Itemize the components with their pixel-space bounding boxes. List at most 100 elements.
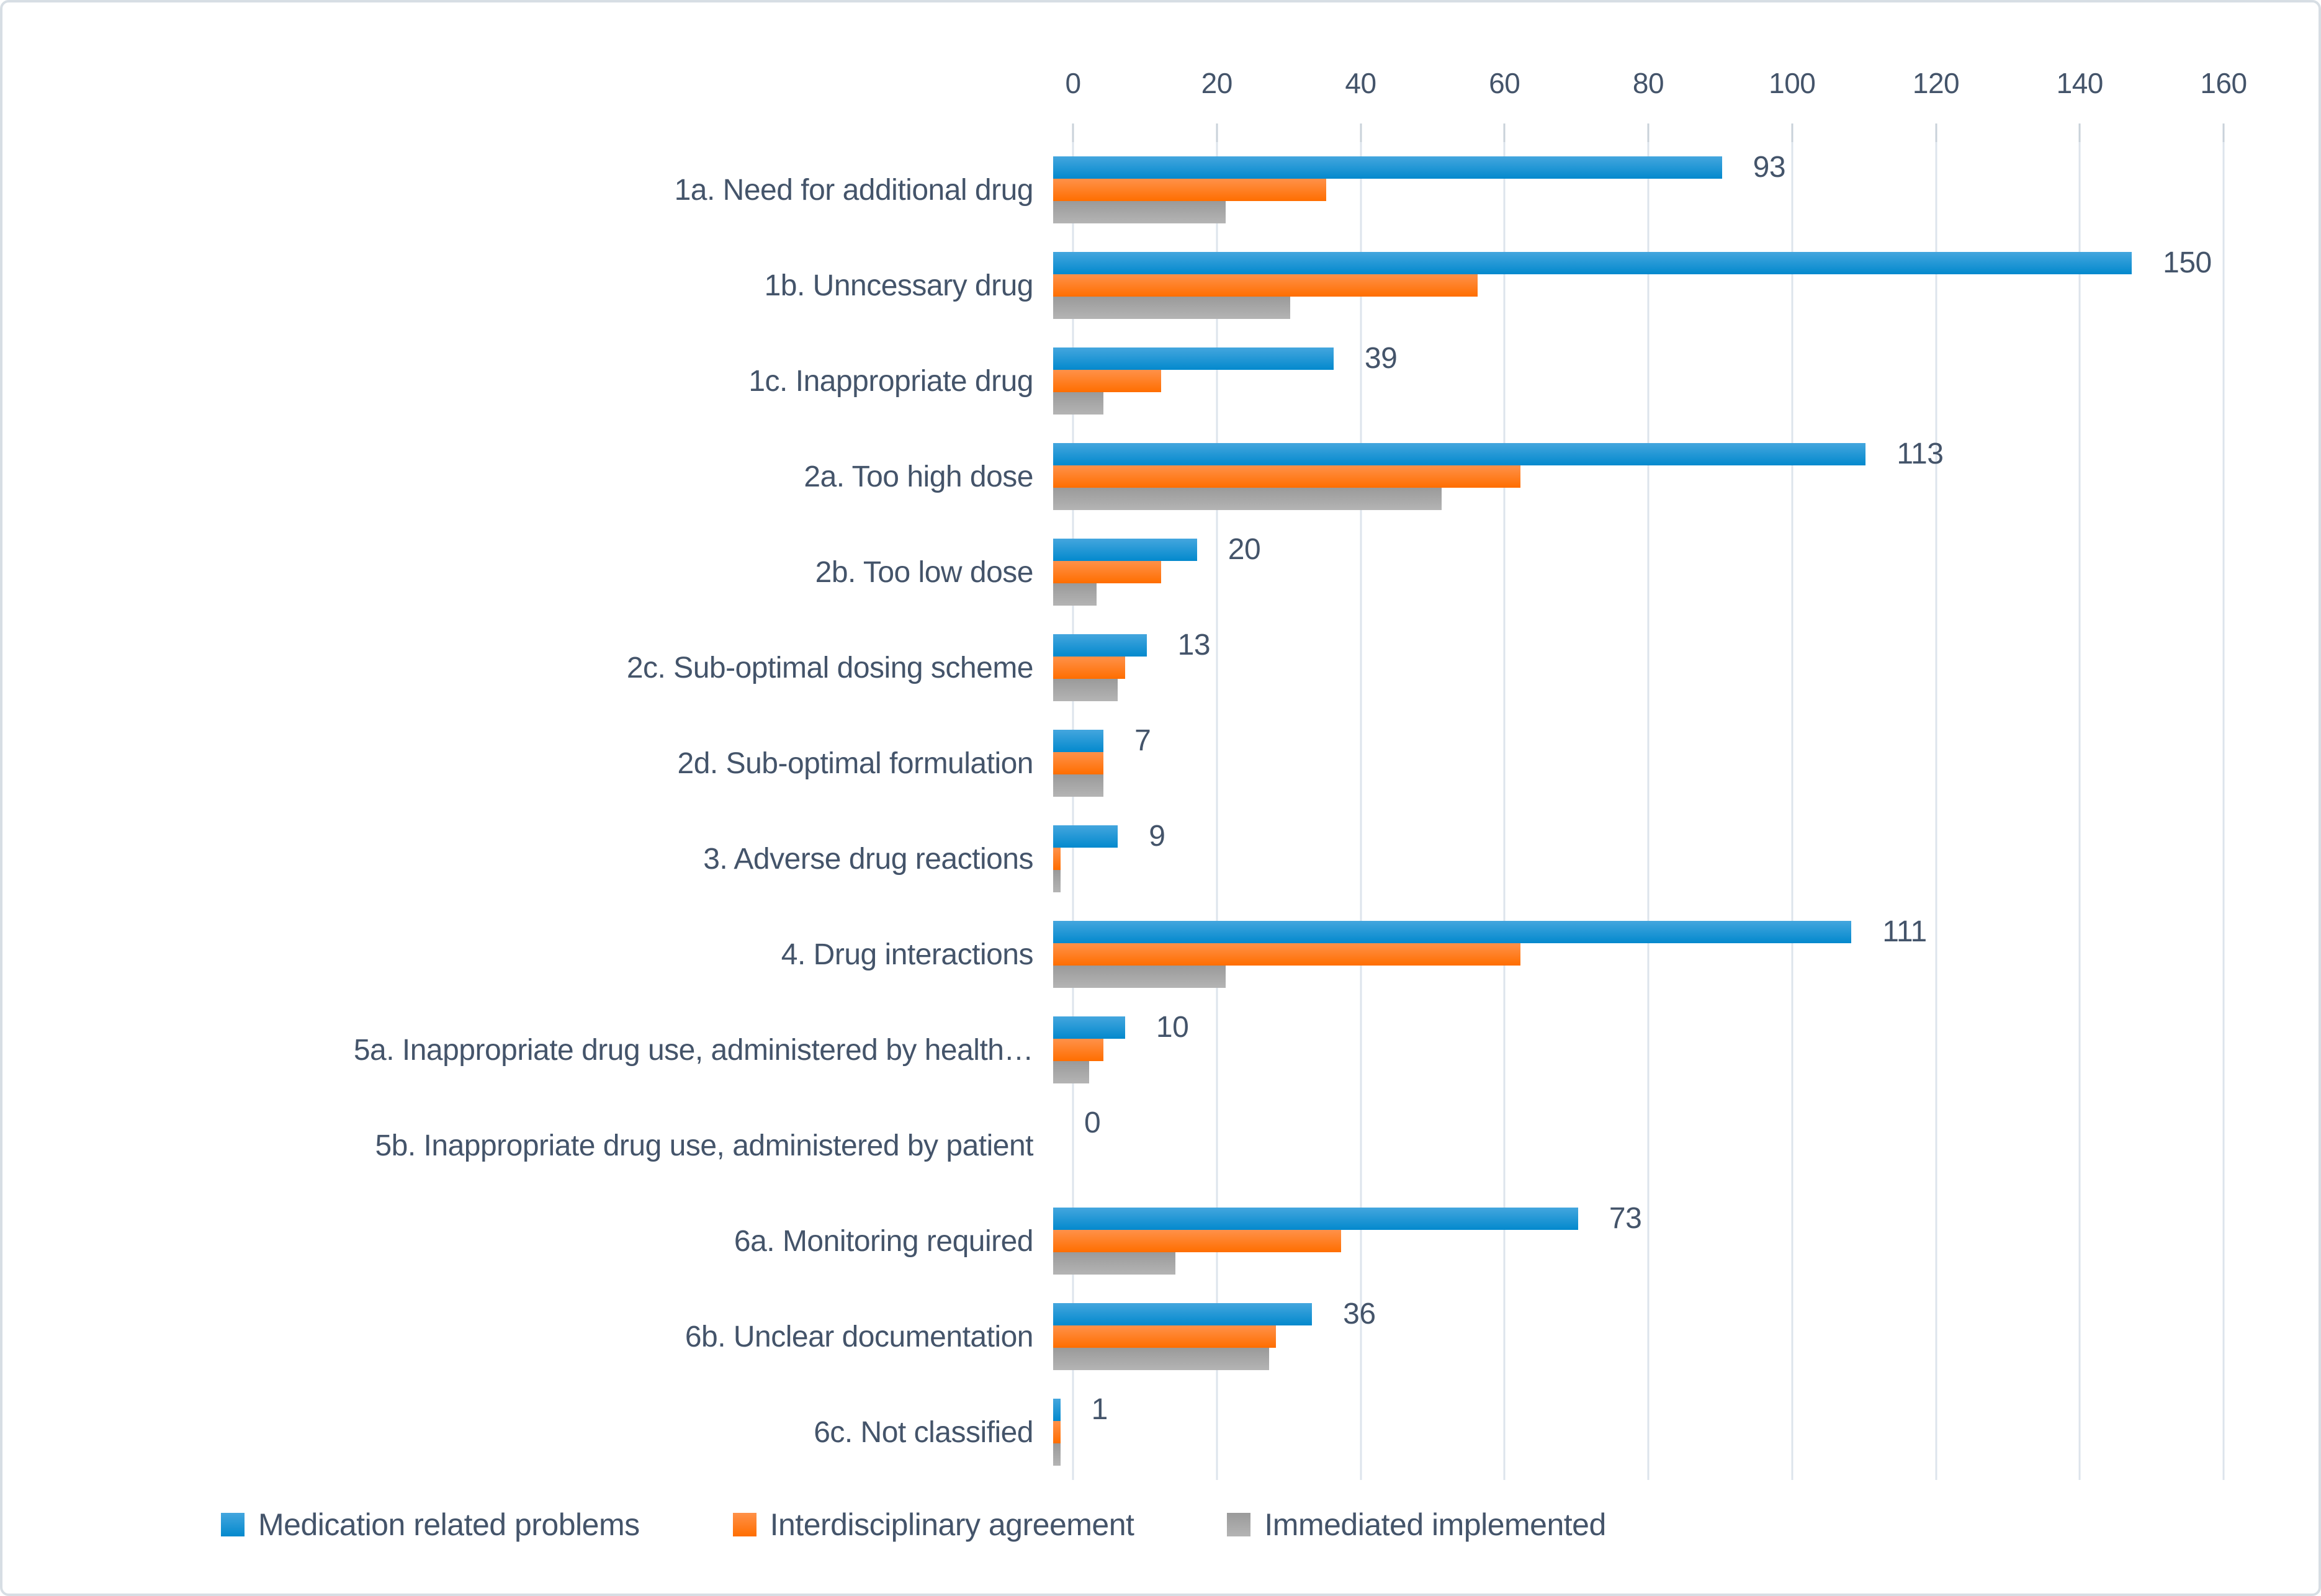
bar-medication-related-problems <box>1053 252 2132 274</box>
bar-group: 150 <box>1053 238 2212 333</box>
bar-medication-related-problems <box>1053 1303 1313 1325</box>
x-axis-tick-label: 60 <box>1489 67 1520 99</box>
category-row: 6c. Not classified 1 <box>2 1384 2319 1480</box>
category-label-6a-monitoring-required: 6a. Monitoring required <box>734 1224 1034 1258</box>
bar-immediated-implemented <box>1053 1061 1089 1083</box>
bar-medication-related-problems <box>1053 1208 1578 1230</box>
x-axis-tick-label: 160 <box>2200 67 2247 99</box>
bar-group: 113 <box>1053 429 2204 524</box>
bar-group: 73 <box>1053 1193 2204 1289</box>
x-axis-tick-label: 120 <box>1912 67 1960 99</box>
x-axis-tick-mark <box>1791 123 1794 142</box>
bar-immediated-implemented <box>1053 488 1442 510</box>
category-label-5a-inappropriate-drug-use-admi: 5a. Inappropriate drug use, administered… <box>353 1033 1034 1067</box>
gridlines-layer <box>1072 142 2225 1480</box>
bar-medication-related-problems <box>1053 1016 1125 1039</box>
category-label-1a-need-for-additional-drug: 1a. Need for additional drug <box>674 173 1034 207</box>
bar-group: 20 <box>1053 524 2204 620</box>
category-row: 4. Drug interactions 111 <box>2 907 2319 1002</box>
x-axis-tick-label: 80 <box>1632 67 1664 99</box>
x-axis-tick-label: 100 <box>1769 67 1816 99</box>
legend-swatch-immediated-implemented <box>1227 1513 1251 1536</box>
category-label-1b-unncessary-drug: 1b. Unncessary drug <box>764 269 1034 302</box>
legend-item-interdisciplinary-agreement: Interdisciplinary agreement <box>732 1507 1134 1543</box>
legend-item-medication-related-problems: Medication related problems <box>221 1507 640 1543</box>
gridline <box>2078 142 2081 1480</box>
bar-immediated-implemented <box>1053 392 1104 415</box>
category-label-1c-inappropriate-drug: 1c. Inappropriate drug <box>748 364 1033 398</box>
data-label: 73 <box>1609 1201 1642 1235</box>
bar-medication-related-problems <box>1053 1399 1061 1421</box>
bar-immediated-implemented <box>1053 870 1061 892</box>
category-row: 5a. Inappropriate drug use, administered… <box>2 1002 2319 1098</box>
bar-group: 36 <box>1053 1289 2204 1384</box>
gridline <box>1647 142 1650 1480</box>
gridline <box>1216 142 1218 1480</box>
category-label-2b-too-low-dose: 2b. Too low dose <box>815 555 1034 589</box>
bar-interdisciplinary-agreement <box>1053 943 1521 966</box>
category-row: 1b. Unncessary drug 150 <box>2 238 2319 333</box>
gridline <box>1503 142 1506 1480</box>
bar-interdisciplinary-agreement <box>1053 274 1478 297</box>
bar-medication-related-problems <box>1053 443 1866 465</box>
category-row: 1a. Need for additional drug 93 <box>2 142 2319 238</box>
bar-interdisciplinary-agreement <box>1053 1230 1341 1252</box>
category-label-3-adverse-drug-reactions: 3. Adverse drug reactions <box>703 842 1033 876</box>
category-row: 6a. Monitoring required 73 <box>2 1193 2319 1289</box>
category-row: 2c. Sub-optimal dosing scheme 13 <box>2 620 2319 715</box>
bar-medication-related-problems <box>1053 539 1197 561</box>
bar-immediated-implemented <box>1053 1443 1061 1466</box>
data-label: 7 <box>1134 724 1151 757</box>
bar-group: 93 <box>1053 142 2204 238</box>
bar-interdisciplinary-agreement <box>1053 370 1161 392</box>
legend: Medication related problems Interdiscipli… <box>2 1491 2319 1559</box>
category-row: 6b. Unclear documentation 36 <box>2 1289 2319 1384</box>
bar-interdisciplinary-agreement <box>1053 1421 1061 1443</box>
bar-group: 10 <box>1053 1002 2204 1098</box>
data-label: 1 <box>1091 1392 1108 1426</box>
x-axis-tick-label: 40 <box>1345 67 1376 99</box>
data-label: 150 <box>2163 246 2212 279</box>
data-label: 39 <box>1364 341 1398 375</box>
x-axis-tick-mark <box>1935 123 1937 142</box>
bar-group: 1 <box>1053 1384 2204 1480</box>
x-axis-tick-mark <box>2222 123 2225 142</box>
category-label-2d-sub-optimal-formulation: 2d. Sub-optimal formulation <box>677 746 1034 780</box>
bar-group: 7 <box>1053 715 2204 811</box>
bar-group: 0 <box>1053 1098 2204 1193</box>
bar-immediated-implemented <box>1053 201 1226 223</box>
gridline <box>2222 142 2225 1480</box>
category-row: 2d. Sub-optimal formulation 7 <box>2 715 2319 811</box>
legend-label: Medication related problems <box>258 1507 640 1542</box>
legend-swatch-interdisciplinary-agreement <box>732 1513 756 1536</box>
category-row: 2b. Too low dose 20 <box>2 524 2319 620</box>
legend-item-immediated-implemented: Immediated implemented <box>1227 1507 1606 1543</box>
x-axis-tick-mark <box>1503 123 1506 142</box>
data-label: 93 <box>1753 150 1786 184</box>
category-row: 1c. Inappropriate drug 39 <box>2 333 2319 429</box>
x-axis-tick-mark <box>1072 123 1074 142</box>
category-label-6c-not-classified: 6c. Not classified <box>814 1415 1033 1449</box>
bar-immediated-implemented <box>1053 297 1291 319</box>
category-label-2c-sub-optimal-dosing-scheme: 2c. Sub-optimal dosing scheme <box>626 651 1034 684</box>
bar-rows: 1a. Need for additional drug 93 1b. Unnces… <box>2 142 2319 1480</box>
bar-interdisciplinary-agreement <box>1053 1325 1277 1348</box>
category-label-5b-inappropriate-drug-use-admi: 5b. Inappropriate drug use, administered… <box>375 1129 1033 1162</box>
gridline <box>1072 142 1074 1480</box>
data-label: 20 <box>1228 532 1261 566</box>
bar-immediated-implemented <box>1053 583 1097 606</box>
x-axis-tick-label: 140 <box>2056 67 2104 99</box>
gridline <box>1360 142 1362 1480</box>
bar-group: 111 <box>1053 907 2204 1002</box>
bar-interdisciplinary-agreement <box>1053 1039 1104 1061</box>
gridline <box>1791 142 1794 1480</box>
category-label-4-drug-interactions: 4. Drug interactions <box>781 938 1034 971</box>
bar-immediated-implemented <box>1053 1348 1269 1370</box>
bar-medication-related-problems <box>1053 156 1722 179</box>
data-label: 13 <box>1177 628 1211 661</box>
category-row: 3. Adverse drug reactions 9 <box>2 811 2319 907</box>
gridline <box>1935 142 1937 1480</box>
bar-interdisciplinary-agreement <box>1053 179 1327 201</box>
bar-medication-related-problems <box>1053 347 1334 370</box>
